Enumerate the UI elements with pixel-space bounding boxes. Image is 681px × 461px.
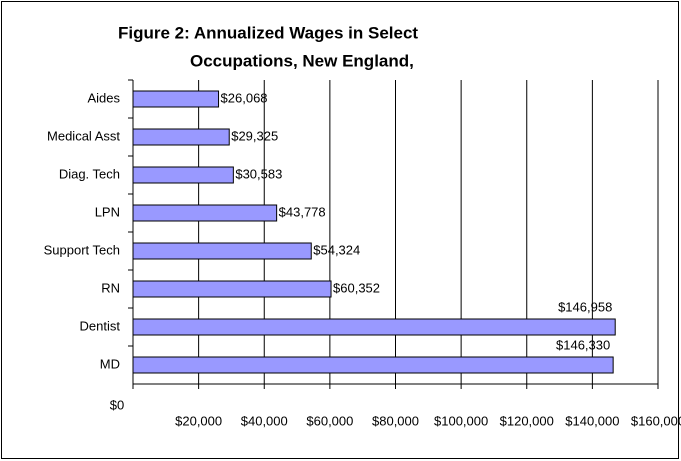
x-tick-label: $80,000 — [372, 413, 419, 428]
y-tick-label: Support Tech — [44, 242, 120, 257]
y-tick-label: Dentist — [80, 318, 121, 333]
chart-title: Occupations, New England, — [190, 51, 414, 70]
x-tick-label: $160,000 — [631, 413, 681, 428]
y-tick-label: MD — [100, 356, 120, 371]
bar — [132, 166, 234, 184]
data-label: $43,778 — [279, 204, 326, 219]
x-tick-label: $60,000 — [306, 413, 353, 428]
bar — [132, 280, 332, 298]
bar — [132, 318, 616, 336]
y-tick-label: LPN — [95, 204, 120, 219]
bar — [132, 204, 278, 222]
y-tick-label: RN — [101, 280, 120, 295]
x-tick-label: $120,000 — [500, 413, 554, 428]
chart-title: Figure 2: Annualized Wages in Select — [118, 23, 418, 42]
y-tick-label: Aides — [87, 90, 120, 105]
x-tick-label: $40,000 — [241, 413, 288, 428]
x-tick-label: $20,000 — [175, 413, 222, 428]
bar — [132, 128, 230, 146]
data-label: $60,352 — [333, 280, 380, 295]
y-tick-label: Medical Asst — [47, 128, 120, 143]
data-label: $29,325 — [231, 128, 278, 143]
data-label: $54,324 — [313, 242, 360, 257]
y-tick-label: Diag. Tech — [59, 166, 120, 181]
data-label: $26,068 — [221, 90, 268, 105]
x-tick-label: $140,000 — [565, 413, 619, 428]
data-label: $146,330 — [556, 337, 610, 352]
bar — [132, 90, 220, 108]
x-tick-label: $100,000 — [434, 413, 488, 428]
x-tick-label: $0 — [110, 397, 124, 412]
bar — [132, 356, 614, 374]
data-label: $30,583 — [235, 166, 282, 181]
data-label: $146,958 — [558, 299, 612, 314]
bar — [132, 242, 312, 260]
